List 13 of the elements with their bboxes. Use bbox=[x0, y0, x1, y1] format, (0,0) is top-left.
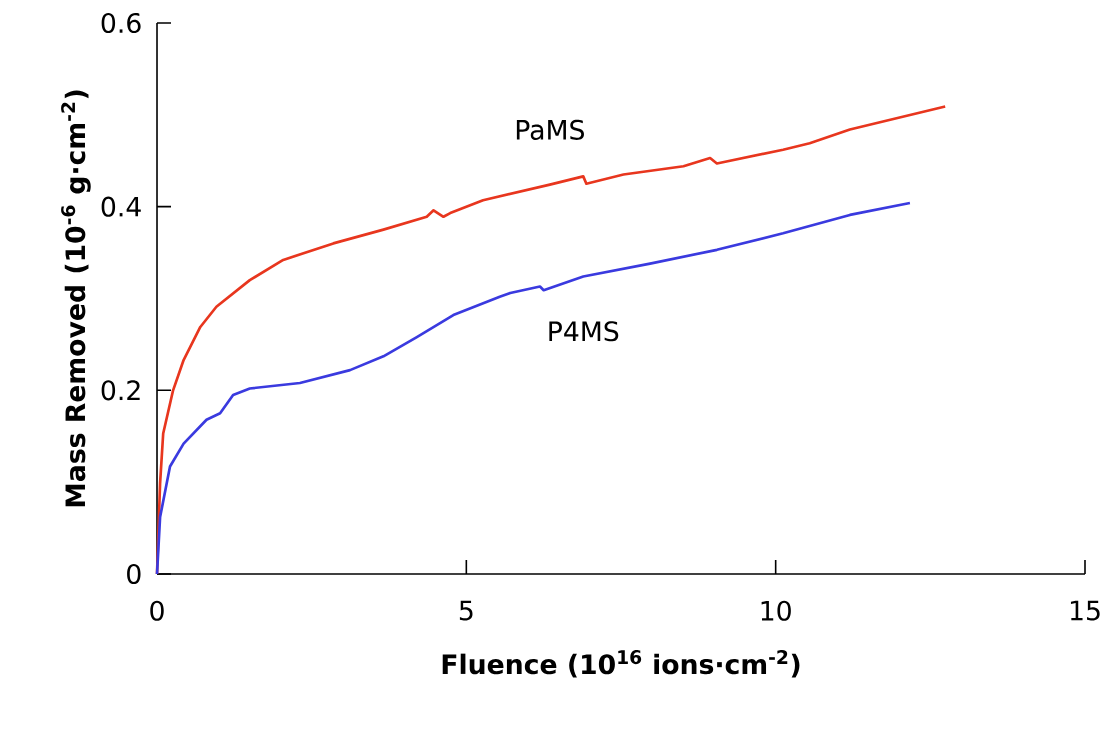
y-tick-label: 0.2 bbox=[101, 380, 140, 401]
x-tick-label: 0 bbox=[150, 600, 164, 621]
x-tick-label: 10 bbox=[761, 600, 791, 621]
x-tick-label: 5 bbox=[459, 600, 473, 621]
line-series bbox=[155, 201, 912, 576]
series-label: PaMS bbox=[516, 119, 584, 140]
y-tick-label: 0.4 bbox=[101, 196, 141, 217]
series-label: P4MS bbox=[549, 321, 619, 342]
y-tick-label: 0 bbox=[127, 563, 141, 585]
y-axis-title: Mass Removed (10$^{-6}$ g·cm$^{-2}$) bbox=[61, 90, 91, 507]
y-tick-label: 0.6 bbox=[101, 12, 141, 34]
x-tick-label: 15 bbox=[1070, 600, 1100, 621]
x-axis-title: Fluence (10$^{16}$ ions·cm$^{-2}$) bbox=[442, 650, 800, 678]
